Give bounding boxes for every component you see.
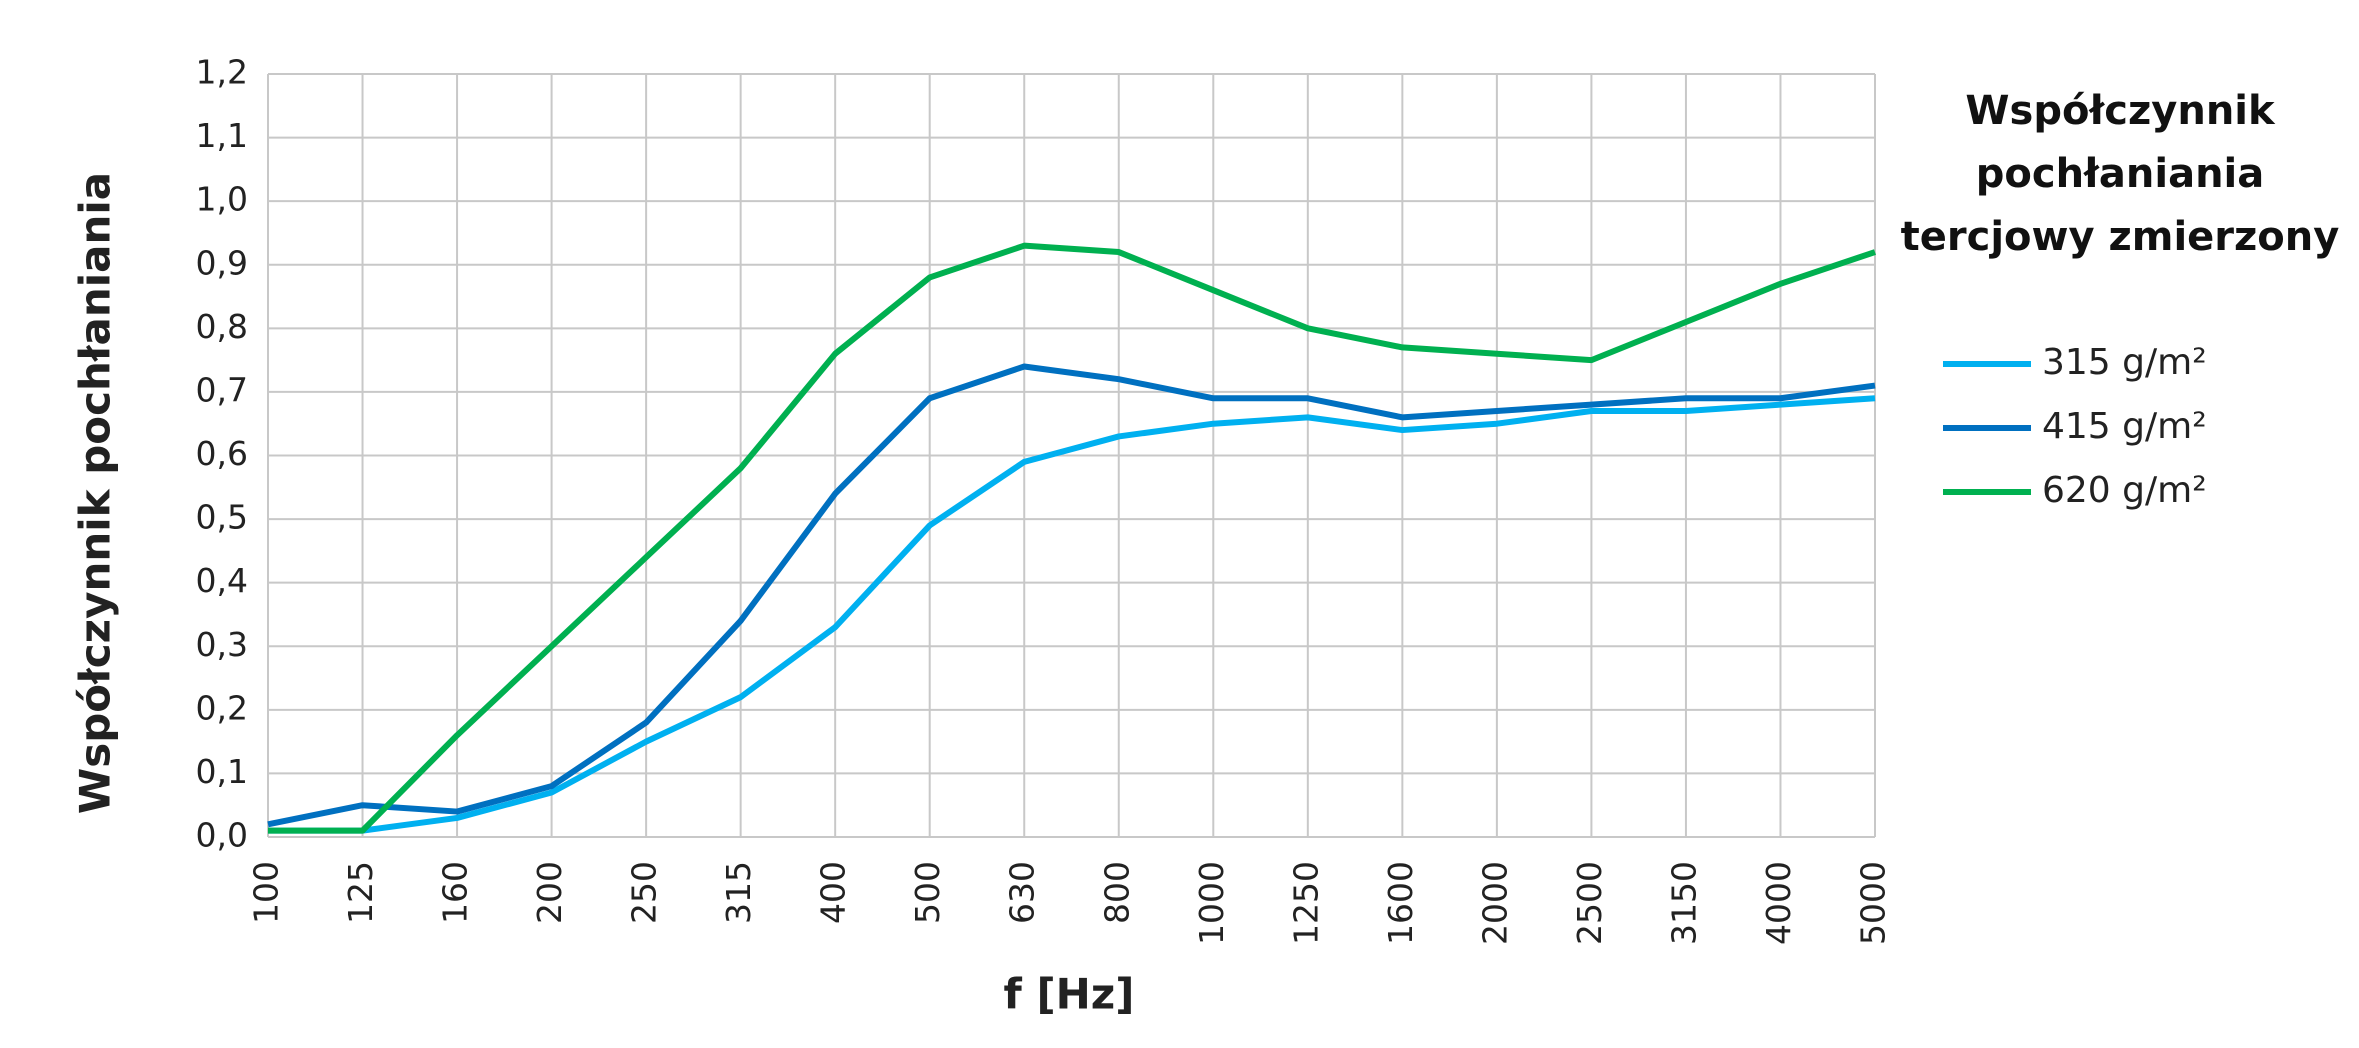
x-tick-label: 3150 <box>1664 861 1703 945</box>
y-axis-title: Współczynnik pochłaniania <box>71 172 120 814</box>
legend-label: 415 g/m² <box>2042 406 2207 447</box>
y-tick-label: 0,9 <box>196 243 248 282</box>
x-tick-label: 2500 <box>1570 861 1609 945</box>
series-line <box>268 395 1876 834</box>
y-tick-label: 1,2 <box>196 53 248 92</box>
x-tick-label: 250 <box>625 861 664 924</box>
y-tick-label: 0,6 <box>196 434 248 473</box>
x-tick-label: 1250 <box>1286 861 1325 945</box>
x-tick-label: 4000 <box>1759 861 1798 945</box>
x-tick-label: 100 <box>247 861 286 924</box>
x-tick-label: 2000 <box>1475 861 1514 945</box>
legend-title: Współczynnik pochłaniania tercjowy zmier… <box>1900 88 2340 260</box>
series-line <box>267 363 1876 828</box>
x-axis-title: f [Hz] <box>1004 970 1135 1019</box>
x-tick-label: 400 <box>814 861 853 924</box>
x-tick-label: 160 <box>436 861 475 924</box>
x-tick-label: 630 <box>1003 861 1042 924</box>
x-tick-label: 200 <box>530 861 569 924</box>
y-tick-label: 0,1 <box>196 752 248 791</box>
x-tick-label: 315 <box>719 861 758 924</box>
x-tick-label: 800 <box>1097 861 1136 924</box>
x-tick-label: 1000 <box>1192 861 1231 945</box>
x-tick-label: 1600 <box>1381 861 1420 945</box>
y-tick-label: 0,3 <box>196 625 248 664</box>
y-tick-label: 1,0 <box>196 180 248 219</box>
x-tick-label: 500 <box>908 861 947 924</box>
y-tick-label: 0,0 <box>196 816 248 855</box>
y-tick-label: 1,1 <box>196 116 248 155</box>
y-tick-label: 0,2 <box>196 688 248 727</box>
y-tick-label: 0,8 <box>196 307 248 346</box>
x-tick-label: 125 <box>341 861 380 924</box>
y-tick-label: 0,4 <box>196 561 248 600</box>
legend-label: 620 g/m² <box>2042 470 2207 511</box>
series-line <box>268 242 1876 834</box>
x-tick-label: 5000 <box>1854 861 1893 945</box>
legend-label: 315 g/m² <box>2042 342 2207 383</box>
y-tick-label: 0,5 <box>196 498 248 537</box>
y-tick-label: 0,7 <box>196 370 248 409</box>
